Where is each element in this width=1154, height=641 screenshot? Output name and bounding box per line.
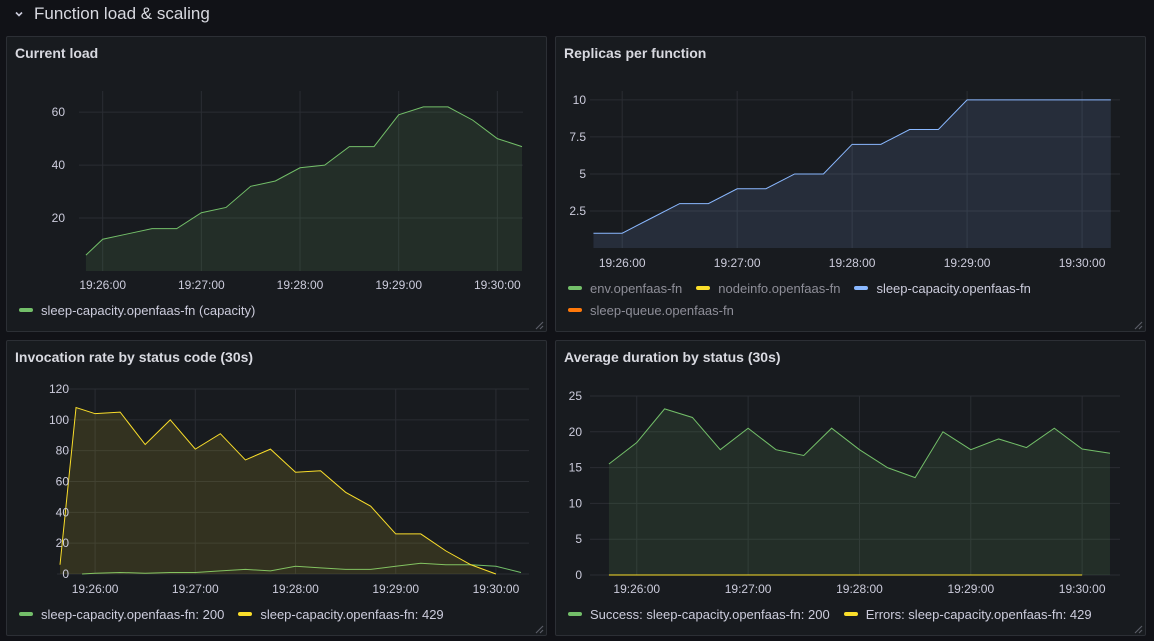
- legend-swatch: [568, 308, 582, 312]
- x-tick-label: 19:26:00: [613, 582, 660, 596]
- y-tick-label: 40: [52, 158, 66, 172]
- panel-title[interactable]: Current load: [15, 45, 99, 61]
- legend-swatch: [19, 308, 33, 312]
- x-tick-label: 19:27:00: [178, 278, 225, 292]
- x-tick-label: 19:29:00: [947, 582, 994, 596]
- legend-item-sleep-capacity-openfaas-fn-200[interactable]: sleep-capacity.openfaas-fn: 200: [19, 605, 224, 623]
- x-tick-label: 19:29:00: [372, 582, 419, 596]
- y-tick-label: 60: [56, 475, 70, 489]
- legend-item-env-openfaas-fn[interactable]: env.openfaas-fn: [568, 279, 682, 297]
- y-tick-label: 5: [575, 532, 582, 546]
- legend-label: sleep-capacity.openfaas-fn (capacity): [41, 302, 256, 318]
- panel-invocation-rate[interactable]: Invocation rate by status code (30s) 0 20…: [6, 340, 547, 636]
- y-tick-label: 5: [579, 167, 586, 181]
- x-tick-label: 19:27:00: [714, 256, 761, 270]
- y-tick-label: 80: [56, 444, 70, 458]
- resize-handle-icon[interactable]: [532, 317, 544, 330]
- x-tick-label: 19:28:00: [829, 256, 876, 270]
- series-line-sleep-capacity-openfaas-fn-200[interactable]: [82, 562, 522, 575]
- x-tick-label: 19:28:00: [836, 582, 883, 596]
- panel-avg-duration[interactable]: Average duration by status (30s) 0 5 10 15 2…: [555, 340, 1146, 636]
- legend-item-sleep-capacity-openfaas-fn[interactable]: sleep-capacity.openfaas-fn: [854, 279, 1031, 297]
- chevron-down-icon[interactable]: [12, 7, 26, 21]
- x-tick-label: 19:27:00: [172, 582, 219, 596]
- legend-item-sleep-capacity-openfaas-fn-429[interactable]: sleep-capacity.openfaas-fn: 429: [238, 605, 444, 623]
- invocation-rate-chart[interactable]: 0 20 40 60 80 100 120 19:26:00 19:27:00 19:28:00 1…: [7, 341, 548, 637]
- series-area-sleep-capacity-openfaas-fn: [593, 99, 1111, 248]
- legend-label: env.openfaas-fn: [590, 280, 683, 296]
- replicas-chart[interactable]: 2.5 5 7.5 10 19:26:00 19:27:00 19:28:00 19:29:0…: [556, 37, 1147, 333]
- y-tick-label: 20: [56, 536, 70, 550]
- series-area-sleep-capacity-openfaas-fn-capacity: [85, 106, 523, 271]
- legend-item-errors-sleep-capacity-openfaas-fn-429[interactable]: Errors: sleep-capacity.openfaas-fn: 429: [843, 605, 1092, 623]
- panel-current-load[interactable]: Current load 20 40 60 19:26:00 19:27:00 19:28…: [6, 36, 547, 332]
- x-tick-label: 19:30:00: [473, 582, 520, 596]
- resize-handle-icon[interactable]: [532, 621, 544, 634]
- legend: sleep-capacity.openfaas-fn: 200 sleep-cap…: [19, 605, 539, 623]
- resize-handle-icon[interactable]: [1131, 621, 1143, 634]
- legend-label: sleep-capacity.openfaas-fn: 200: [41, 606, 225, 622]
- y-tick-label: 7.5: [569, 130, 586, 144]
- legend: sleep-capacity.openfaas-fn (capacity): [19, 301, 539, 319]
- panel-title[interactable]: Average duration by status (30s): [564, 349, 781, 365]
- row-title[interactable]: Function load & scaling: [34, 4, 210, 23]
- panel-title[interactable]: Replicas per function: [564, 45, 707, 61]
- legend-label: nodeinfo.openfaas-fn: [718, 280, 841, 296]
- x-tick-label: 19:26:00: [79, 278, 126, 292]
- y-tick-label: 120: [49, 382, 69, 396]
- series-area-success-sleep-capacity-openfaas-fn-200: [608, 408, 1110, 575]
- x-tick-label: 19:26:00: [599, 256, 646, 270]
- legend-item-nodeinfo-openfaas-fn[interactable]: nodeinfo.openfaas-fn: [696, 279, 840, 297]
- y-tick-label: 25: [569, 389, 583, 403]
- legend-label: Success: sleep-capacity.openfaas-fn: 200: [590, 606, 830, 622]
- legend-label: sleep-queue.openfaas-fn: [590, 302, 734, 318]
- x-tick-label: 19:26:00: [72, 582, 119, 596]
- panel-title[interactable]: Invocation rate by status code (30s): [15, 349, 254, 365]
- x-tick-label: 19:30:00: [474, 278, 521, 292]
- y-tick-label: 60: [52, 105, 66, 119]
- legend-swatch: [19, 612, 33, 616]
- y-tick-label: 20: [569, 425, 583, 439]
- y-tick-label: 0: [62, 567, 69, 581]
- y-tick-label: 100: [49, 413, 69, 427]
- x-tick-label: 19:28:00: [272, 582, 319, 596]
- x-tick-label: 19:29:00: [375, 278, 422, 292]
- y-tick-label: 10: [569, 496, 583, 510]
- legend-swatch: [568, 286, 582, 290]
- current-load-chart[interactable]: 20 40 60 19:26:00 19:27:00 19:28:00 19:29:00 19…: [7, 37, 548, 333]
- legend-label: sleep-capacity.openfaas-fn: [876, 280, 1031, 296]
- legend-item-success-sleep-capacity-openfaas-fn-200[interactable]: Success: sleep-capacity.openfaas-fn: 200: [568, 605, 830, 623]
- legend-swatch: [696, 286, 711, 290]
- resize-handle-icon[interactable]: [1131, 317, 1143, 330]
- y-tick-label: 2.5: [569, 204, 586, 218]
- row-header[interactable]: Function load & scaling: [0, 0, 1154, 30]
- avg-duration-chart[interactable]: 0 5 10 15 20 25 19:26:00 19:27:00 19:28:00 19:29:…: [556, 341, 1147, 637]
- legend-item-sleep-queue-openfaas-fn[interactable]: sleep-queue.openfaas-fn: [568, 301, 734, 319]
- x-tick-label: 19:28:00: [277, 278, 324, 292]
- legend: env.openfaas-fn nodeinfo.openfaas-fn sleep…: [568, 279, 1128, 319]
- panel-replicas[interactable]: Replicas per function 2.5 5 7.5 10 19:26:00 1…: [555, 36, 1146, 332]
- y-tick-label: 20: [52, 211, 66, 225]
- x-tick-label: 19:29:00: [944, 256, 991, 270]
- legend-swatch: [568, 612, 582, 616]
- y-tick-label: 0: [575, 568, 582, 582]
- legend-label: Errors: sleep-capacity.openfaas-fn: 429: [865, 606, 1092, 622]
- series-area-sleep-capacity-openfaas-fn-429: [60, 407, 496, 574]
- y-tick-label: 15: [569, 461, 583, 475]
- series-line-sleep-capacity-openfaas-fn-429[interactable]: [59, 406, 497, 575]
- x-tick-label: 19:30:00: [1059, 256, 1106, 270]
- series-line-success-sleep-capacity-openfaas-fn-200[interactable]: [608, 408, 1111, 479]
- legend-swatch: [854, 286, 869, 290]
- series-line-sleep-capacity-openfaas-fn[interactable]: [593, 99, 1111, 234]
- y-tick-label: 10: [573, 93, 587, 107]
- y-tick-label: 40: [56, 505, 70, 519]
- x-tick-label: 19:30:00: [1059, 582, 1106, 596]
- legend-swatch: [843, 612, 858, 616]
- series-line-sleep-capacity-openfaas-fn-capacity[interactable]: [85, 106, 523, 256]
- legend: Success: sleep-capacity.openfaas-fn: 200…: [568, 605, 1128, 623]
- x-tick-label: 19:27:00: [725, 582, 772, 596]
- legend-swatch: [238, 612, 253, 616]
- legend-item-sleep-capacity-openfaas-fn-capacity[interactable]: sleep-capacity.openfaas-fn (capacity): [19, 301, 255, 319]
- legend-label: sleep-capacity.openfaas-fn: 429: [260, 606, 444, 622]
